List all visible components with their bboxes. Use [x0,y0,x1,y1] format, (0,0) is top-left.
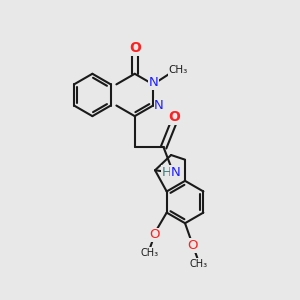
Text: N: N [154,99,164,112]
Text: N: N [149,76,159,89]
Text: O: O [187,239,198,252]
Text: O: O [168,110,180,124]
Text: CH₃: CH₃ [190,259,208,269]
Text: N: N [171,166,181,179]
Text: H: H [162,166,171,179]
Text: CH₃: CH₃ [141,248,159,258]
Text: CH₃: CH₃ [168,65,188,75]
Text: O: O [150,228,160,242]
Text: O: O [129,41,141,55]
